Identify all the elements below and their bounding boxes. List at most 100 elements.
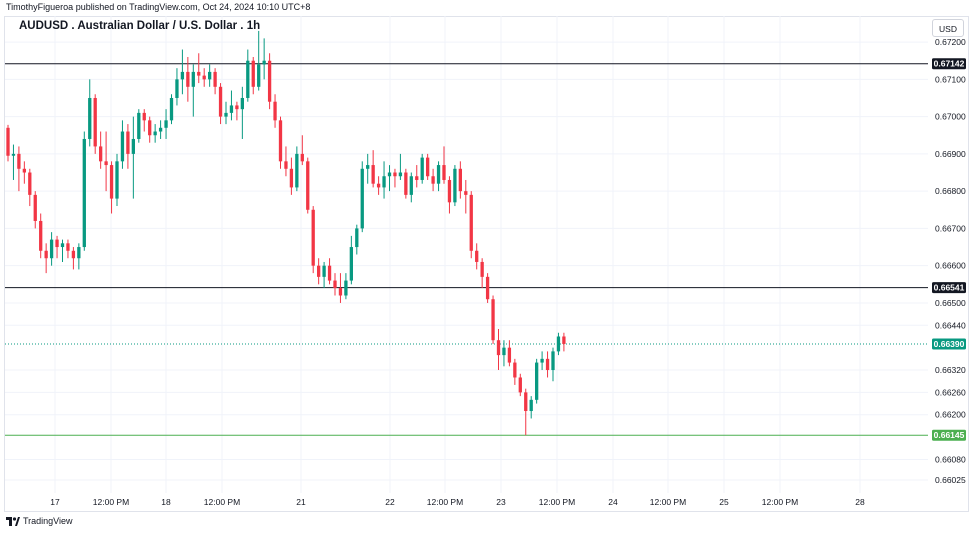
candle-body (235, 105, 239, 110)
y-tick-label: 0.66500 (935, 298, 966, 308)
candle-body (99, 146, 103, 162)
y-tick-label: 0.66260 (935, 387, 966, 397)
candle-body (562, 336, 566, 344)
candle-body (208, 71, 212, 80)
candle-body (387, 172, 392, 177)
candle-body (306, 161, 310, 210)
candle-body (415, 176, 419, 180)
candle-body (545, 358, 550, 371)
candle-body (273, 101, 277, 121)
candle-body (540, 358, 544, 363)
currency-button[interactable]: USD (932, 19, 964, 37)
candle-body (257, 64, 261, 87)
candle-body (453, 168, 457, 203)
y-tick-label: 0.67000 (935, 112, 966, 122)
candle-body (71, 250, 76, 259)
horizontal-levels (5, 63, 928, 436)
candle-body (148, 120, 152, 136)
candle-body (469, 194, 473, 251)
y-tick-label: 0.66440 (935, 320, 966, 330)
x-tick-label: 18 (161, 497, 171, 507)
candle-body (55, 239, 59, 248)
x-tick-label: 25 (719, 497, 729, 507)
candle-body (436, 165, 441, 184)
candle-body (137, 112, 141, 139)
candle-body (142, 112, 146, 121)
price-tag-label: 0.67142 (934, 59, 965, 69)
candle-body (355, 228, 359, 248)
candle-body (153, 131, 157, 136)
candle-body (246, 60, 250, 98)
candle-body (191, 71, 195, 87)
candle-body (49, 239, 54, 259)
y-tick-label: 0.66600 (935, 261, 966, 271)
candle-body (218, 86, 223, 117)
candle-body (376, 183, 381, 188)
candle-body (93, 97, 97, 147)
price-tag (932, 282, 966, 294)
candle-body (518, 377, 522, 393)
candle-body (393, 172, 397, 177)
price-tag (932, 429, 966, 441)
candle-body (66, 243, 70, 251)
candle-body (485, 276, 490, 300)
candle-body (426, 157, 430, 177)
footer-brand-label: TradingView (23, 516, 73, 526)
candle-body (398, 172, 403, 177)
price-tag (932, 58, 966, 70)
y-tick-label: 0.66700 (935, 223, 966, 233)
candle-body (180, 71, 185, 80)
candle-body (431, 176, 435, 184)
candle-body (338, 288, 343, 296)
candle-body (507, 347, 512, 363)
candle-body (120, 131, 125, 162)
y-tick-label: 0.66025 (935, 475, 966, 485)
candle-body (88, 97, 92, 139)
price-axis: 0.67200 0.67100 0.67000 0.66900 0.66800 0.667… (935, 37, 966, 485)
y-tick-label: 0.67100 (935, 74, 966, 84)
candle-body (458, 168, 462, 192)
x-tick-label: 28 (855, 497, 865, 507)
candle-body (28, 172, 32, 195)
candle-body (267, 60, 272, 102)
candle-body (158, 127, 163, 132)
time-axis: 17 12:00 PM 18 12:00 PM 21 22 12:00 PM 23 12:00 … (50, 497, 865, 507)
candle-body (311, 209, 315, 266)
x-tick-label: 12:00 PM (539, 497, 575, 507)
candle-body (535, 362, 539, 400)
candle-body (44, 250, 48, 259)
candle-body (447, 179, 452, 203)
candle-body (213, 71, 217, 87)
candle-body (404, 172, 408, 195)
x-tick-label: 17 (50, 497, 60, 507)
candle-body (224, 112, 228, 117)
y-tick-label: 0.67200 (935, 37, 966, 47)
x-tick-label: 23 (496, 497, 506, 507)
price-tag-label: 0.66145 (934, 430, 965, 440)
candle-body (262, 60, 266, 65)
candles (6, 30, 566, 436)
candle-body (333, 280, 337, 289)
grid-lines (5, 16, 928, 493)
candle-body (502, 347, 506, 356)
x-tick-label: 22 (385, 497, 395, 507)
candle-body (240, 97, 244, 110)
candle-body (513, 362, 517, 378)
candle-body (60, 243, 65, 248)
candle-body (300, 153, 304, 162)
candle-body (126, 131, 130, 154)
y-tick-label: 0.66800 (935, 186, 966, 196)
published-header: TimothyFigueroa published on TradingView… (6, 2, 311, 12)
x-tick-label: 21 (296, 497, 306, 507)
candle-body (349, 247, 353, 281)
candle-body (17, 153, 21, 169)
candle-body (39, 220, 43, 251)
candle-body (115, 161, 119, 199)
candle-body (6, 127, 10, 156)
y-tick-label: 0.66900 (935, 149, 966, 159)
candle-body (131, 138, 135, 154)
candle-body (464, 191, 468, 195)
candle-body (327, 265, 332, 281)
candle-body (480, 261, 484, 277)
